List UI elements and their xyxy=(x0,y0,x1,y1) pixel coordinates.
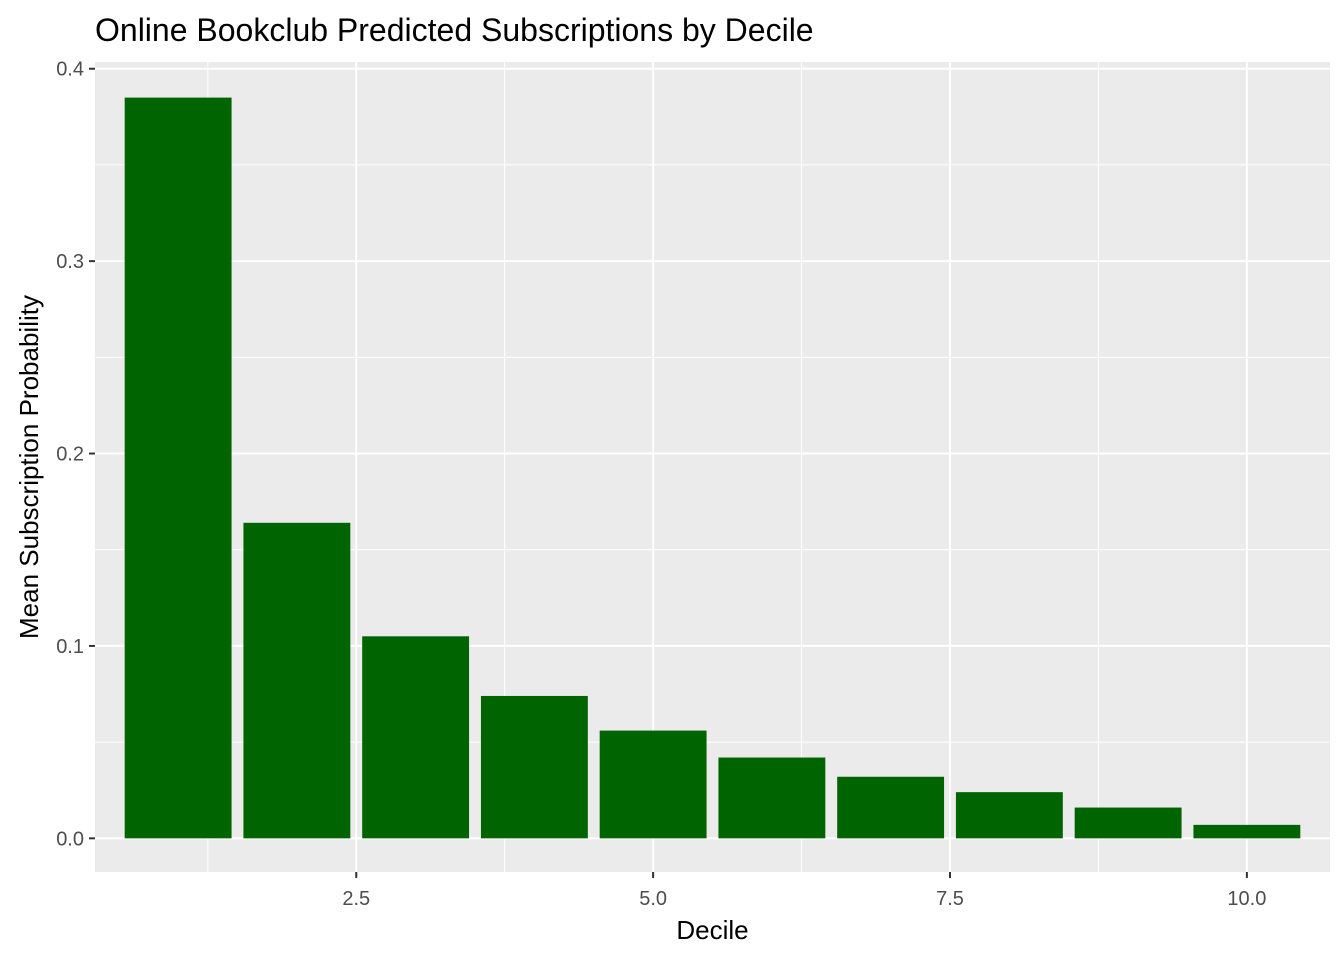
x-axis: 2.5 5.0 7.5 10.0 xyxy=(342,872,1266,910)
bar-decile-9 xyxy=(1074,807,1182,839)
y-axis: 0.0 0.1 0.2 0.3 0.4 xyxy=(56,59,95,850)
y-tick-label: 0.4 xyxy=(56,59,84,81)
bar-decile-6 xyxy=(718,757,826,839)
chart-title: Online Bookclub Predicted Subscriptions … xyxy=(95,12,814,48)
bar-decile-3 xyxy=(362,636,470,839)
bar-decile-10 xyxy=(1193,824,1301,839)
bar-decile-2 xyxy=(243,522,351,839)
x-tick-label: 7.5 xyxy=(936,888,964,910)
y-tick-label: 0.3 xyxy=(56,251,84,273)
bar-decile-5 xyxy=(599,730,707,839)
x-axis-title: Decile xyxy=(676,915,748,945)
bar-decile-7 xyxy=(837,776,945,839)
bar-decile-4 xyxy=(480,695,588,839)
y-tick-label: 0.2 xyxy=(56,444,84,466)
x-tick-label: 2.5 xyxy=(342,888,370,910)
x-tick-label: 5.0 xyxy=(639,888,667,910)
bar-decile-1 xyxy=(124,97,232,839)
bars-group xyxy=(124,97,1301,839)
y-tick-label: 0.1 xyxy=(56,636,84,658)
bar-decile-8 xyxy=(955,792,1063,839)
x-tick-label: 10.0 xyxy=(1227,888,1266,910)
y-axis-title: Mean Subscription Probability xyxy=(14,295,44,639)
y-tick-label: 0.0 xyxy=(56,828,84,850)
